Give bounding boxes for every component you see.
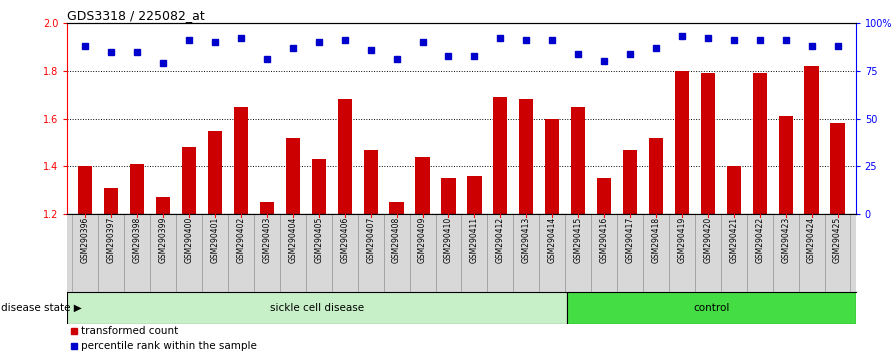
Text: GSM290399: GSM290399: [159, 217, 168, 263]
Bar: [617, 214, 643, 292]
Bar: [565, 214, 591, 292]
Bar: [409, 214, 435, 292]
Bar: [364, 150, 378, 214]
Bar: [701, 73, 715, 214]
Bar: [487, 214, 513, 292]
Bar: [67, 292, 566, 324]
Bar: [513, 214, 539, 292]
Text: GSM290406: GSM290406: [340, 217, 349, 263]
Bar: [202, 214, 228, 292]
Text: GSM290401: GSM290401: [211, 217, 220, 263]
Bar: [824, 214, 850, 292]
Bar: [78, 166, 92, 214]
Text: GSM290396: GSM290396: [81, 217, 90, 263]
Text: GSM290402: GSM290402: [237, 217, 246, 263]
Bar: [228, 214, 254, 292]
Text: GDS3318 / 225082_at: GDS3318 / 225082_at: [67, 9, 205, 22]
Text: GSM290424: GSM290424: [807, 217, 816, 263]
Bar: [461, 214, 487, 292]
Bar: [675, 71, 689, 214]
Text: transformed count: transformed count: [82, 326, 178, 336]
Text: GSM290413: GSM290413: [521, 217, 530, 263]
Bar: [746, 214, 772, 292]
Text: control: control: [693, 303, 729, 313]
Bar: [338, 99, 352, 214]
Text: GSM290416: GSM290416: [599, 217, 608, 263]
Bar: [545, 119, 559, 214]
Bar: [151, 214, 177, 292]
Bar: [390, 202, 404, 214]
Bar: [234, 107, 248, 214]
Bar: [260, 202, 274, 214]
Bar: [280, 214, 306, 292]
Bar: [493, 97, 507, 214]
Bar: [623, 150, 637, 214]
Bar: [125, 214, 151, 292]
Text: GSM290415: GSM290415: [573, 217, 582, 263]
Bar: [591, 214, 617, 292]
Bar: [720, 214, 746, 292]
Bar: [383, 214, 409, 292]
Bar: [177, 214, 202, 292]
Bar: [332, 214, 358, 292]
Text: GSM290398: GSM290398: [133, 217, 142, 263]
Text: GSM290423: GSM290423: [781, 217, 790, 263]
Bar: [182, 147, 196, 214]
Bar: [779, 116, 793, 214]
Bar: [306, 214, 332, 292]
Bar: [831, 124, 845, 214]
Bar: [254, 214, 280, 292]
Bar: [99, 214, 125, 292]
Text: GSM290420: GSM290420: [703, 217, 712, 263]
Bar: [312, 159, 326, 214]
Bar: [669, 214, 695, 292]
Text: GSM290421: GSM290421: [729, 217, 738, 263]
Text: GSM290403: GSM290403: [263, 217, 271, 263]
Text: GSM290404: GSM290404: [289, 217, 297, 263]
Text: GSM290407: GSM290407: [366, 217, 375, 263]
Bar: [286, 138, 300, 214]
Bar: [643, 214, 669, 292]
Text: GSM290400: GSM290400: [185, 217, 194, 263]
Bar: [358, 214, 383, 292]
Text: disease state ▶: disease state ▶: [1, 303, 82, 313]
Bar: [416, 157, 430, 214]
Text: percentile rank within the sample: percentile rank within the sample: [82, 342, 257, 352]
Text: GSM290408: GSM290408: [392, 217, 401, 263]
Bar: [753, 73, 767, 214]
Bar: [566, 292, 856, 324]
Text: GSM290412: GSM290412: [495, 217, 504, 263]
Text: GSM290419: GSM290419: [677, 217, 686, 263]
Text: GSM290409: GSM290409: [418, 217, 427, 263]
Text: GSM290397: GSM290397: [107, 217, 116, 263]
Text: GSM290410: GSM290410: [444, 217, 453, 263]
Bar: [442, 178, 455, 214]
Bar: [772, 214, 798, 292]
Text: GSM290422: GSM290422: [755, 217, 764, 263]
Bar: [597, 178, 611, 214]
Bar: [468, 176, 481, 214]
Bar: [695, 214, 720, 292]
Bar: [649, 138, 663, 214]
Bar: [539, 214, 565, 292]
Bar: [130, 164, 144, 214]
Text: GSM290418: GSM290418: [651, 217, 660, 263]
Text: GSM290425: GSM290425: [833, 217, 842, 263]
Text: sickle cell disease: sickle cell disease: [270, 303, 364, 313]
Bar: [73, 214, 99, 292]
Bar: [208, 131, 222, 214]
Bar: [727, 166, 741, 214]
Text: GSM290405: GSM290405: [314, 217, 323, 263]
Text: GSM290414: GSM290414: [547, 217, 556, 263]
Bar: [156, 198, 170, 214]
Text: GSM290411: GSM290411: [470, 217, 478, 263]
Bar: [805, 66, 819, 214]
Bar: [435, 214, 461, 292]
Bar: [798, 214, 824, 292]
Text: GSM290417: GSM290417: [625, 217, 634, 263]
Bar: [571, 107, 585, 214]
Bar: [104, 188, 118, 214]
Bar: [519, 99, 533, 214]
